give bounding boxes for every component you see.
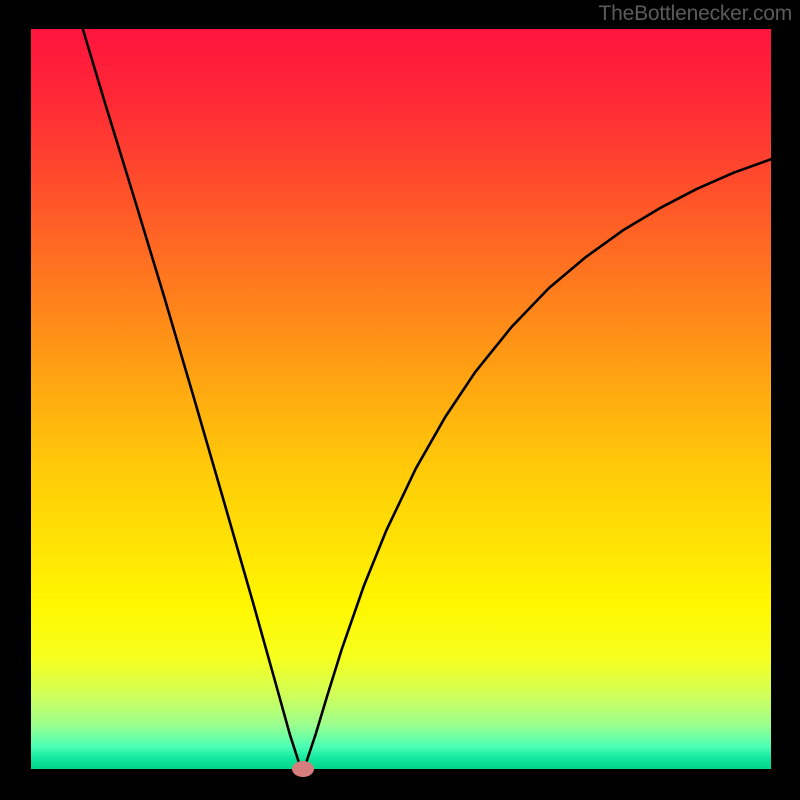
bottleneck-curve: [31, 29, 771, 769]
chart-frame: TheBottlenecker.com: [0, 0, 800, 800]
watermark-text: TheBottlenecker.com: [599, 2, 792, 26]
minimum-marker: [292, 761, 314, 777]
plot-area: [31, 29, 771, 769]
